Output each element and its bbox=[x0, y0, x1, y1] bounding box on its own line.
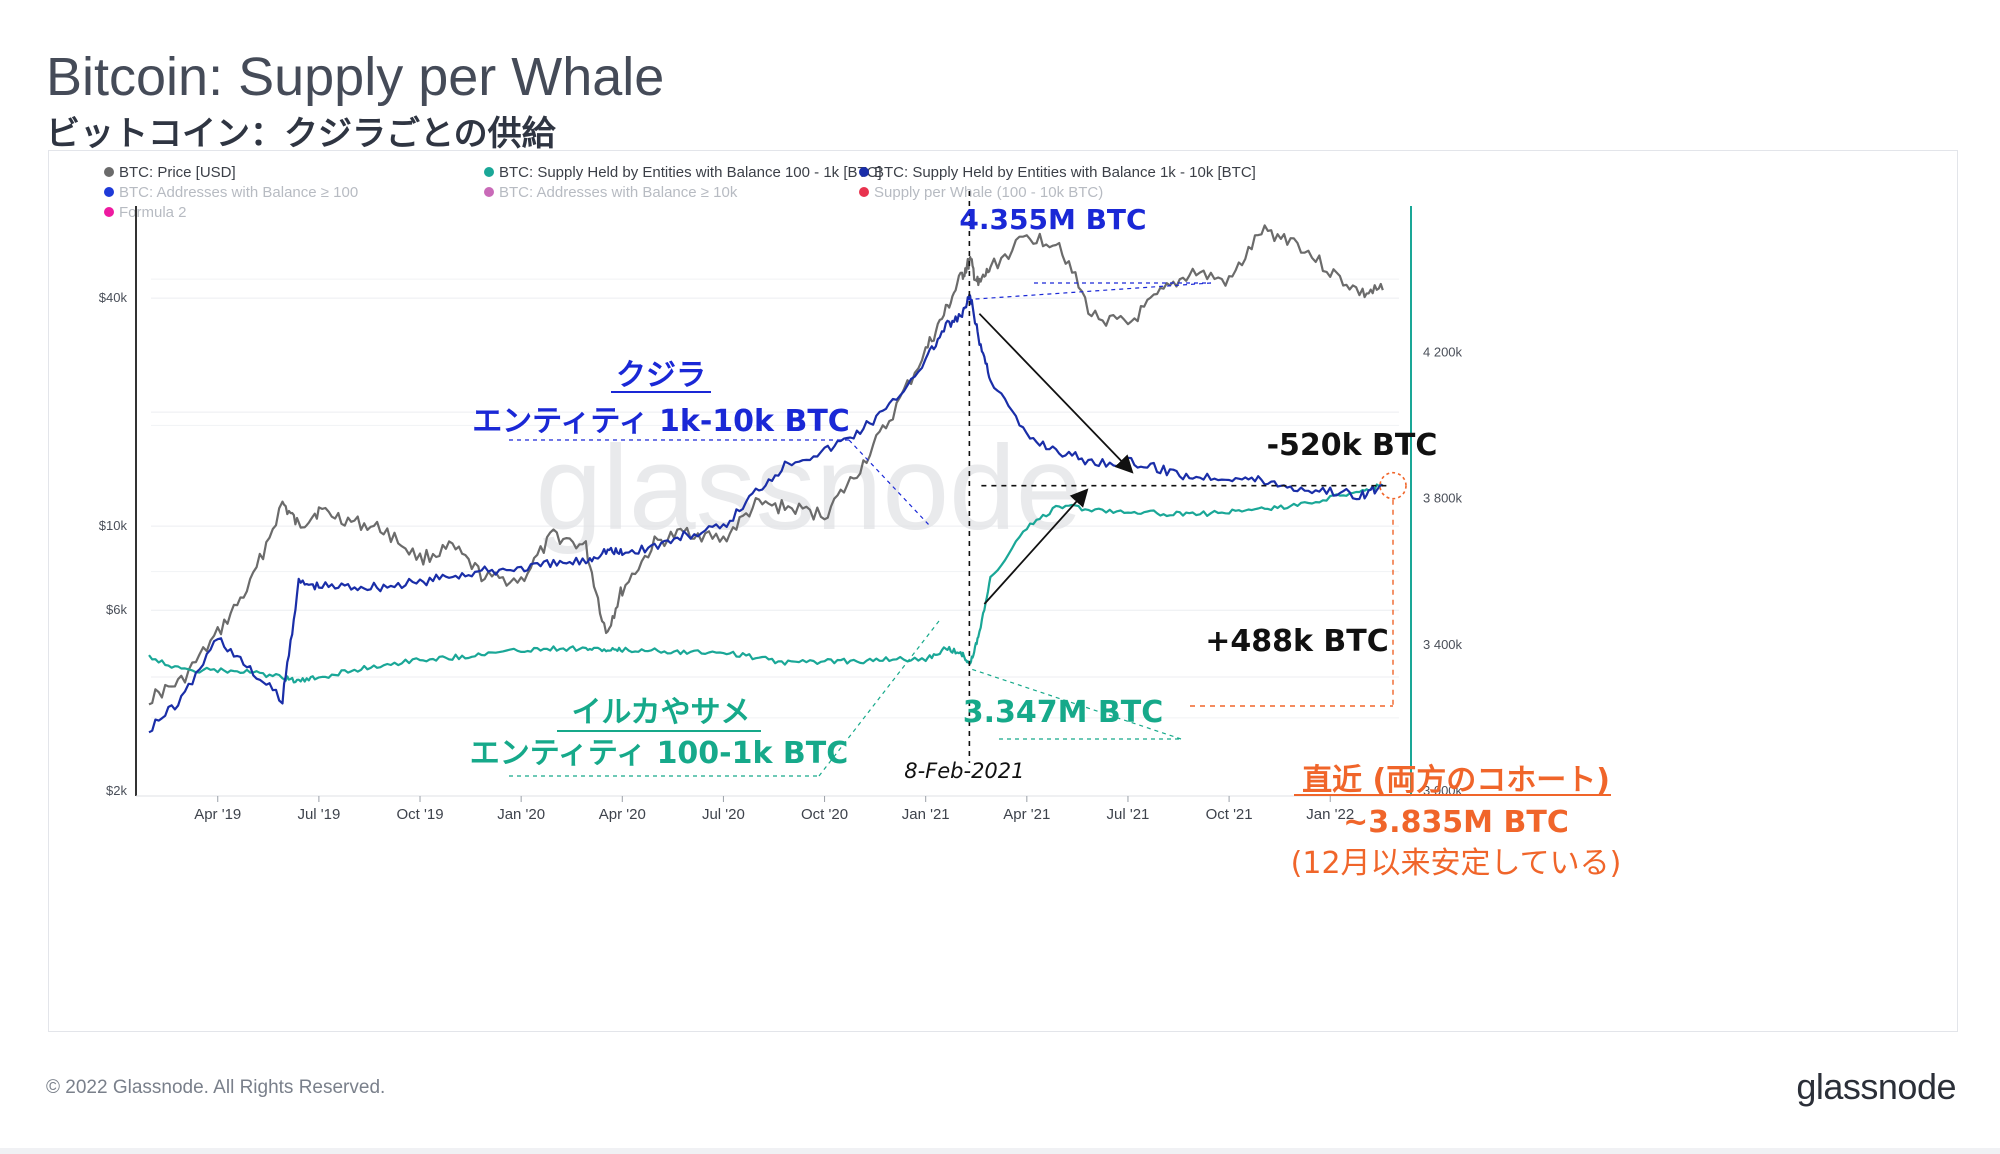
drop-value-label: -520k BTC bbox=[1267, 428, 1438, 463]
x-tick-label: Apr '20 bbox=[599, 806, 646, 823]
legend-swatch bbox=[859, 187, 869, 197]
x-tick-label: Apr '19 bbox=[194, 806, 241, 823]
brand-logo[interactable]: glassnode bbox=[1796, 1066, 1956, 1107]
series-line bbox=[148, 224, 1384, 706]
page-title: Bitcoin: Supply per Whale bbox=[46, 47, 665, 107]
y-left-tick-label: $10k bbox=[99, 518, 128, 533]
copyright: © 2022 Glassnode. All Rights Reserved. bbox=[46, 1077, 386, 1098]
page-subtitle: ビットコイン：クジラごとの供給 bbox=[46, 114, 556, 154]
x-tick-label: Apr '21 bbox=[1003, 806, 1050, 823]
y-right-tick-label: 3 400k bbox=[1423, 637, 1463, 652]
x-tick-label: Jan '21 bbox=[902, 806, 950, 823]
legend-swatch bbox=[484, 187, 494, 197]
y-right-tick-label: 3 800k bbox=[1423, 491, 1463, 506]
recent-note-label: (12月以来安定している) bbox=[1291, 846, 1622, 881]
x-tick-label: Jul '21 bbox=[1107, 806, 1150, 823]
gain-arrow bbox=[983, 488, 1089, 605]
legend-swatch bbox=[104, 187, 114, 197]
dolphin-leader bbox=[818, 620, 940, 777]
y-left-tick-label: $6k bbox=[106, 602, 127, 617]
chart: glassnode BTC: Price [USD] BTC: Supply He… bbox=[99, 164, 1622, 881]
chart-panel: glassnode BTC: Price [USD] BTC: Supply He… bbox=[48, 150, 1958, 1032]
whale-label-title: クジラ bbox=[616, 358, 706, 393]
legend[interactable]: BTC: Price [USD] BTC: Supply Held by Enti… bbox=[104, 164, 1256, 221]
recent-label-title: 直近 (両方のコホート) bbox=[1302, 763, 1610, 798]
x-tick-label: Jul '20 bbox=[702, 806, 745, 823]
legend-swatch bbox=[484, 167, 494, 177]
legend-item-label: Supply per Whale (100 - 10k BTC) bbox=[874, 184, 1103, 201]
legend-item-label: BTC: Price [USD] bbox=[119, 164, 236, 181]
x-tick-label: Jan '22 bbox=[1306, 806, 1354, 823]
peak-leader bbox=[967, 282, 1212, 301]
legend-swatch bbox=[104, 207, 114, 217]
drop-arrow bbox=[978, 313, 1134, 474]
x-tick-label: Jul '19 bbox=[297, 806, 340, 823]
series bbox=[148, 224, 1384, 734]
peak-value-label: 4.355M BTC bbox=[959, 203, 1146, 236]
legend-item-label: BTC: Addresses with Balance ≥ 100 bbox=[119, 184, 358, 201]
x-tick-label: Oct '19 bbox=[396, 806, 443, 823]
bottom-divider bbox=[0, 1148, 2000, 1154]
watermark: glassnode bbox=[535, 421, 1082, 555]
whale-leader bbox=[848, 439, 930, 526]
x-tick-label: Oct '21 bbox=[1206, 806, 1253, 823]
legend-item-label: Formula 2 bbox=[119, 204, 187, 221]
series-line bbox=[148, 483, 1384, 684]
recent-value-label: ~3.835M BTC bbox=[1343, 805, 1569, 840]
dolphin-label-subtitle: エンティティ 100-1k BTC bbox=[470, 736, 849, 771]
gain-value-label: +488k BTC bbox=[1205, 624, 1389, 659]
y-left-tick-label: $40k bbox=[99, 290, 128, 305]
trough-leader bbox=[968, 667, 1182, 740]
series-line bbox=[148, 293, 1384, 734]
whale-label-subtitle: エンティティ 1k-10k BTC bbox=[472, 404, 850, 439]
dolphin-label-title: イルカやサメ bbox=[571, 695, 750, 730]
legend-item-label: BTC: Addresses with Balance ≥ 10k bbox=[499, 184, 738, 201]
legend-item-label: BTC: Supply Held by Entities with Balanc… bbox=[874, 164, 1256, 181]
legend-item-label: BTC: Supply Held by Entities with Balanc… bbox=[499, 164, 882, 181]
recent-marker bbox=[1379, 471, 1407, 500]
y-right-tick-label: 4 200k bbox=[1423, 344, 1463, 359]
x-tick-label: Oct '20 bbox=[801, 806, 848, 823]
date-marker-label: 8-Feb-2021 bbox=[904, 759, 1024, 783]
y-left-tick-label: $2k bbox=[106, 783, 127, 798]
legend-swatch bbox=[859, 167, 869, 177]
trough-value-label: 3.347M BTC bbox=[963, 695, 1164, 730]
x-tick-label: Jan '20 bbox=[497, 806, 545, 823]
legend-swatch bbox=[104, 167, 114, 177]
